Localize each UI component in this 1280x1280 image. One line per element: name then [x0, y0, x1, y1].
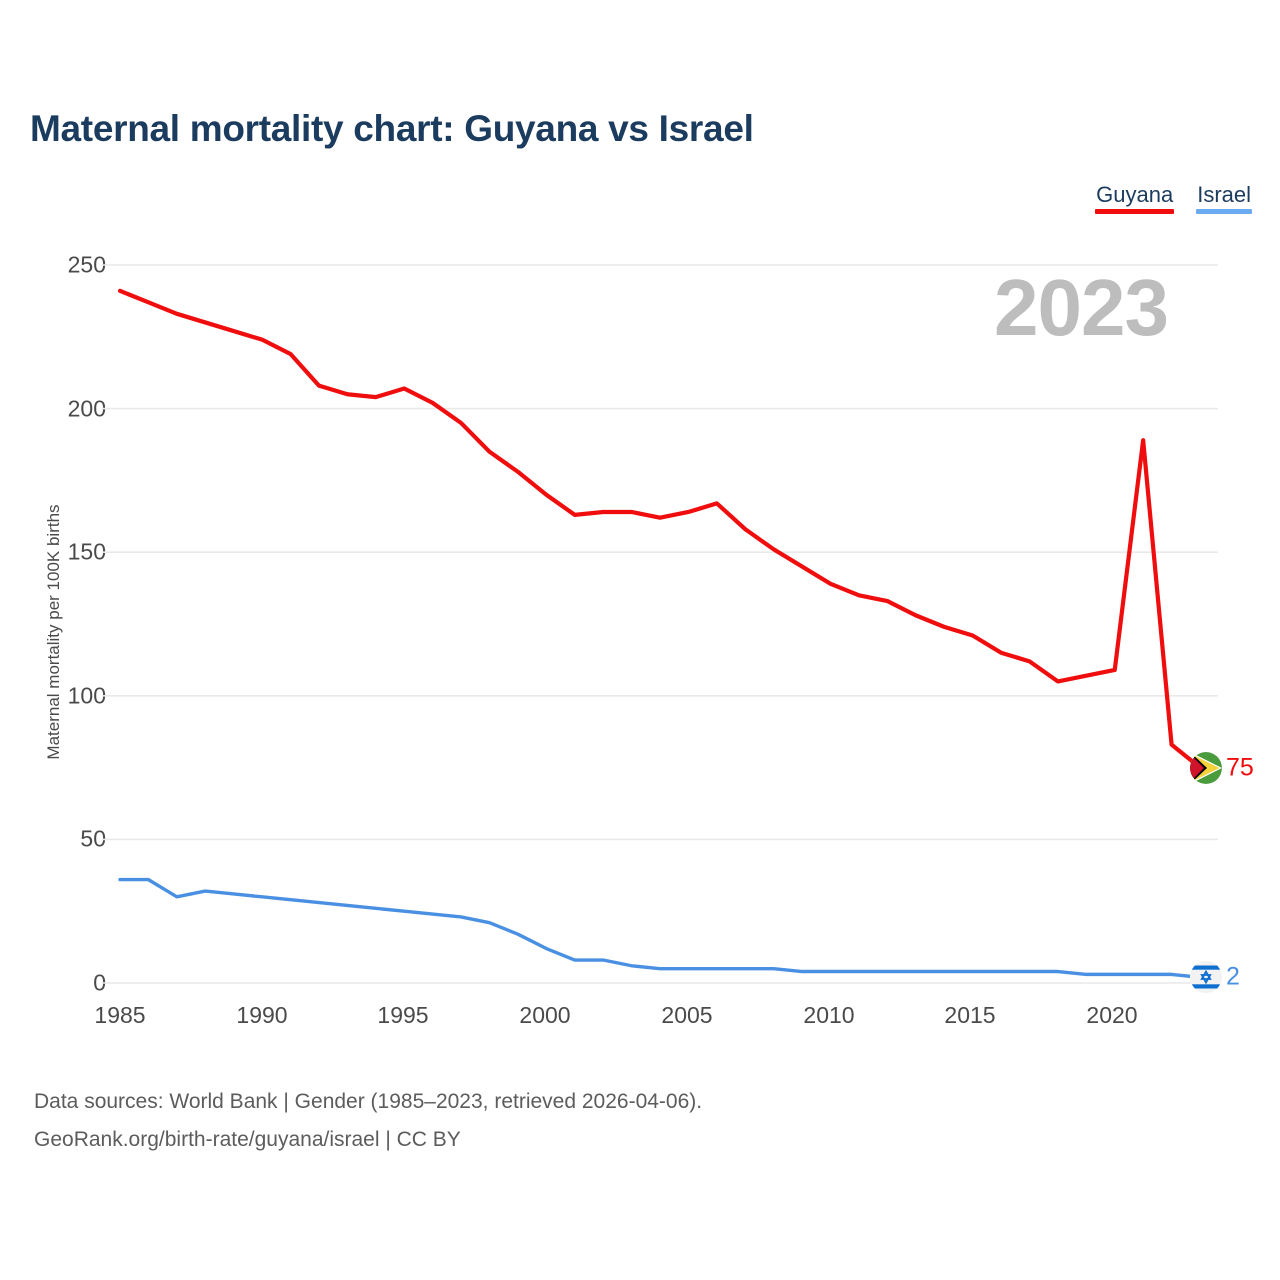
- gridlines: [102, 264, 1218, 984]
- legend-rule-israel: [1196, 209, 1252, 215]
- footer-attribution: GeoRank.org/birth-rate/guyana/israel | C…: [34, 1128, 461, 1151]
- legend-item-israel[interactable]: Israel: [1196, 182, 1252, 215]
- series-line-israel: [118, 877, 1202, 979]
- legend-label-israel: Israel: [1197, 182, 1251, 207]
- guyana-flag-glyph: [1190, 751, 1222, 784]
- israel-flag-glyph: [1190, 961, 1222, 994]
- y-tick-150: 150: [67, 538, 106, 565]
- footer-data-sources: Data sources: World Bank | Gender (1985–…: [34, 1090, 703, 1113]
- x-tick-1995: 1995: [377, 1002, 429, 1028]
- y-tick-250: 250: [67, 251, 106, 278]
- x-tick-2020: 2020: [1086, 1002, 1138, 1028]
- x-tick-2010: 2010: [803, 1002, 855, 1028]
- y-tick-100: 100: [67, 682, 106, 709]
- x-tick-2000: 2000: [519, 1002, 571, 1028]
- series-line-guyana: [117, 288, 1203, 770]
- series-lines: [117, 288, 1203, 979]
- y-tick-50: 50: [80, 825, 106, 852]
- chart-legend: Guyana Israel: [1095, 182, 1252, 215]
- israel-end-value: 2: [1226, 962, 1240, 991]
- x-tick-2005: 2005: [661, 1002, 713, 1028]
- year-watermark: 2023: [994, 263, 1169, 352]
- guyana-flag-icon[interactable]: [1190, 751, 1222, 784]
- legend-item-guyana[interactable]: Guyana: [1095, 182, 1175, 215]
- guyana-end-value: 75: [1226, 753, 1254, 782]
- israel-flag-icon[interactable]: [1190, 961, 1222, 994]
- y-tick-0: 0: [93, 969, 106, 996]
- y-tick-200: 200: [67, 395, 106, 422]
- legend-rule-guyana: [1095, 209, 1175, 215]
- x-tick-1985: 1985: [94, 1002, 146, 1028]
- legend-label-guyana: Guyana: [1096, 182, 1174, 207]
- x-tick-2015: 2015: [944, 1002, 996, 1028]
- page-title: Maternal mortality chart: Guyana vs Isra…: [30, 108, 754, 149]
- x-tick-1990: 1990: [236, 1002, 288, 1028]
